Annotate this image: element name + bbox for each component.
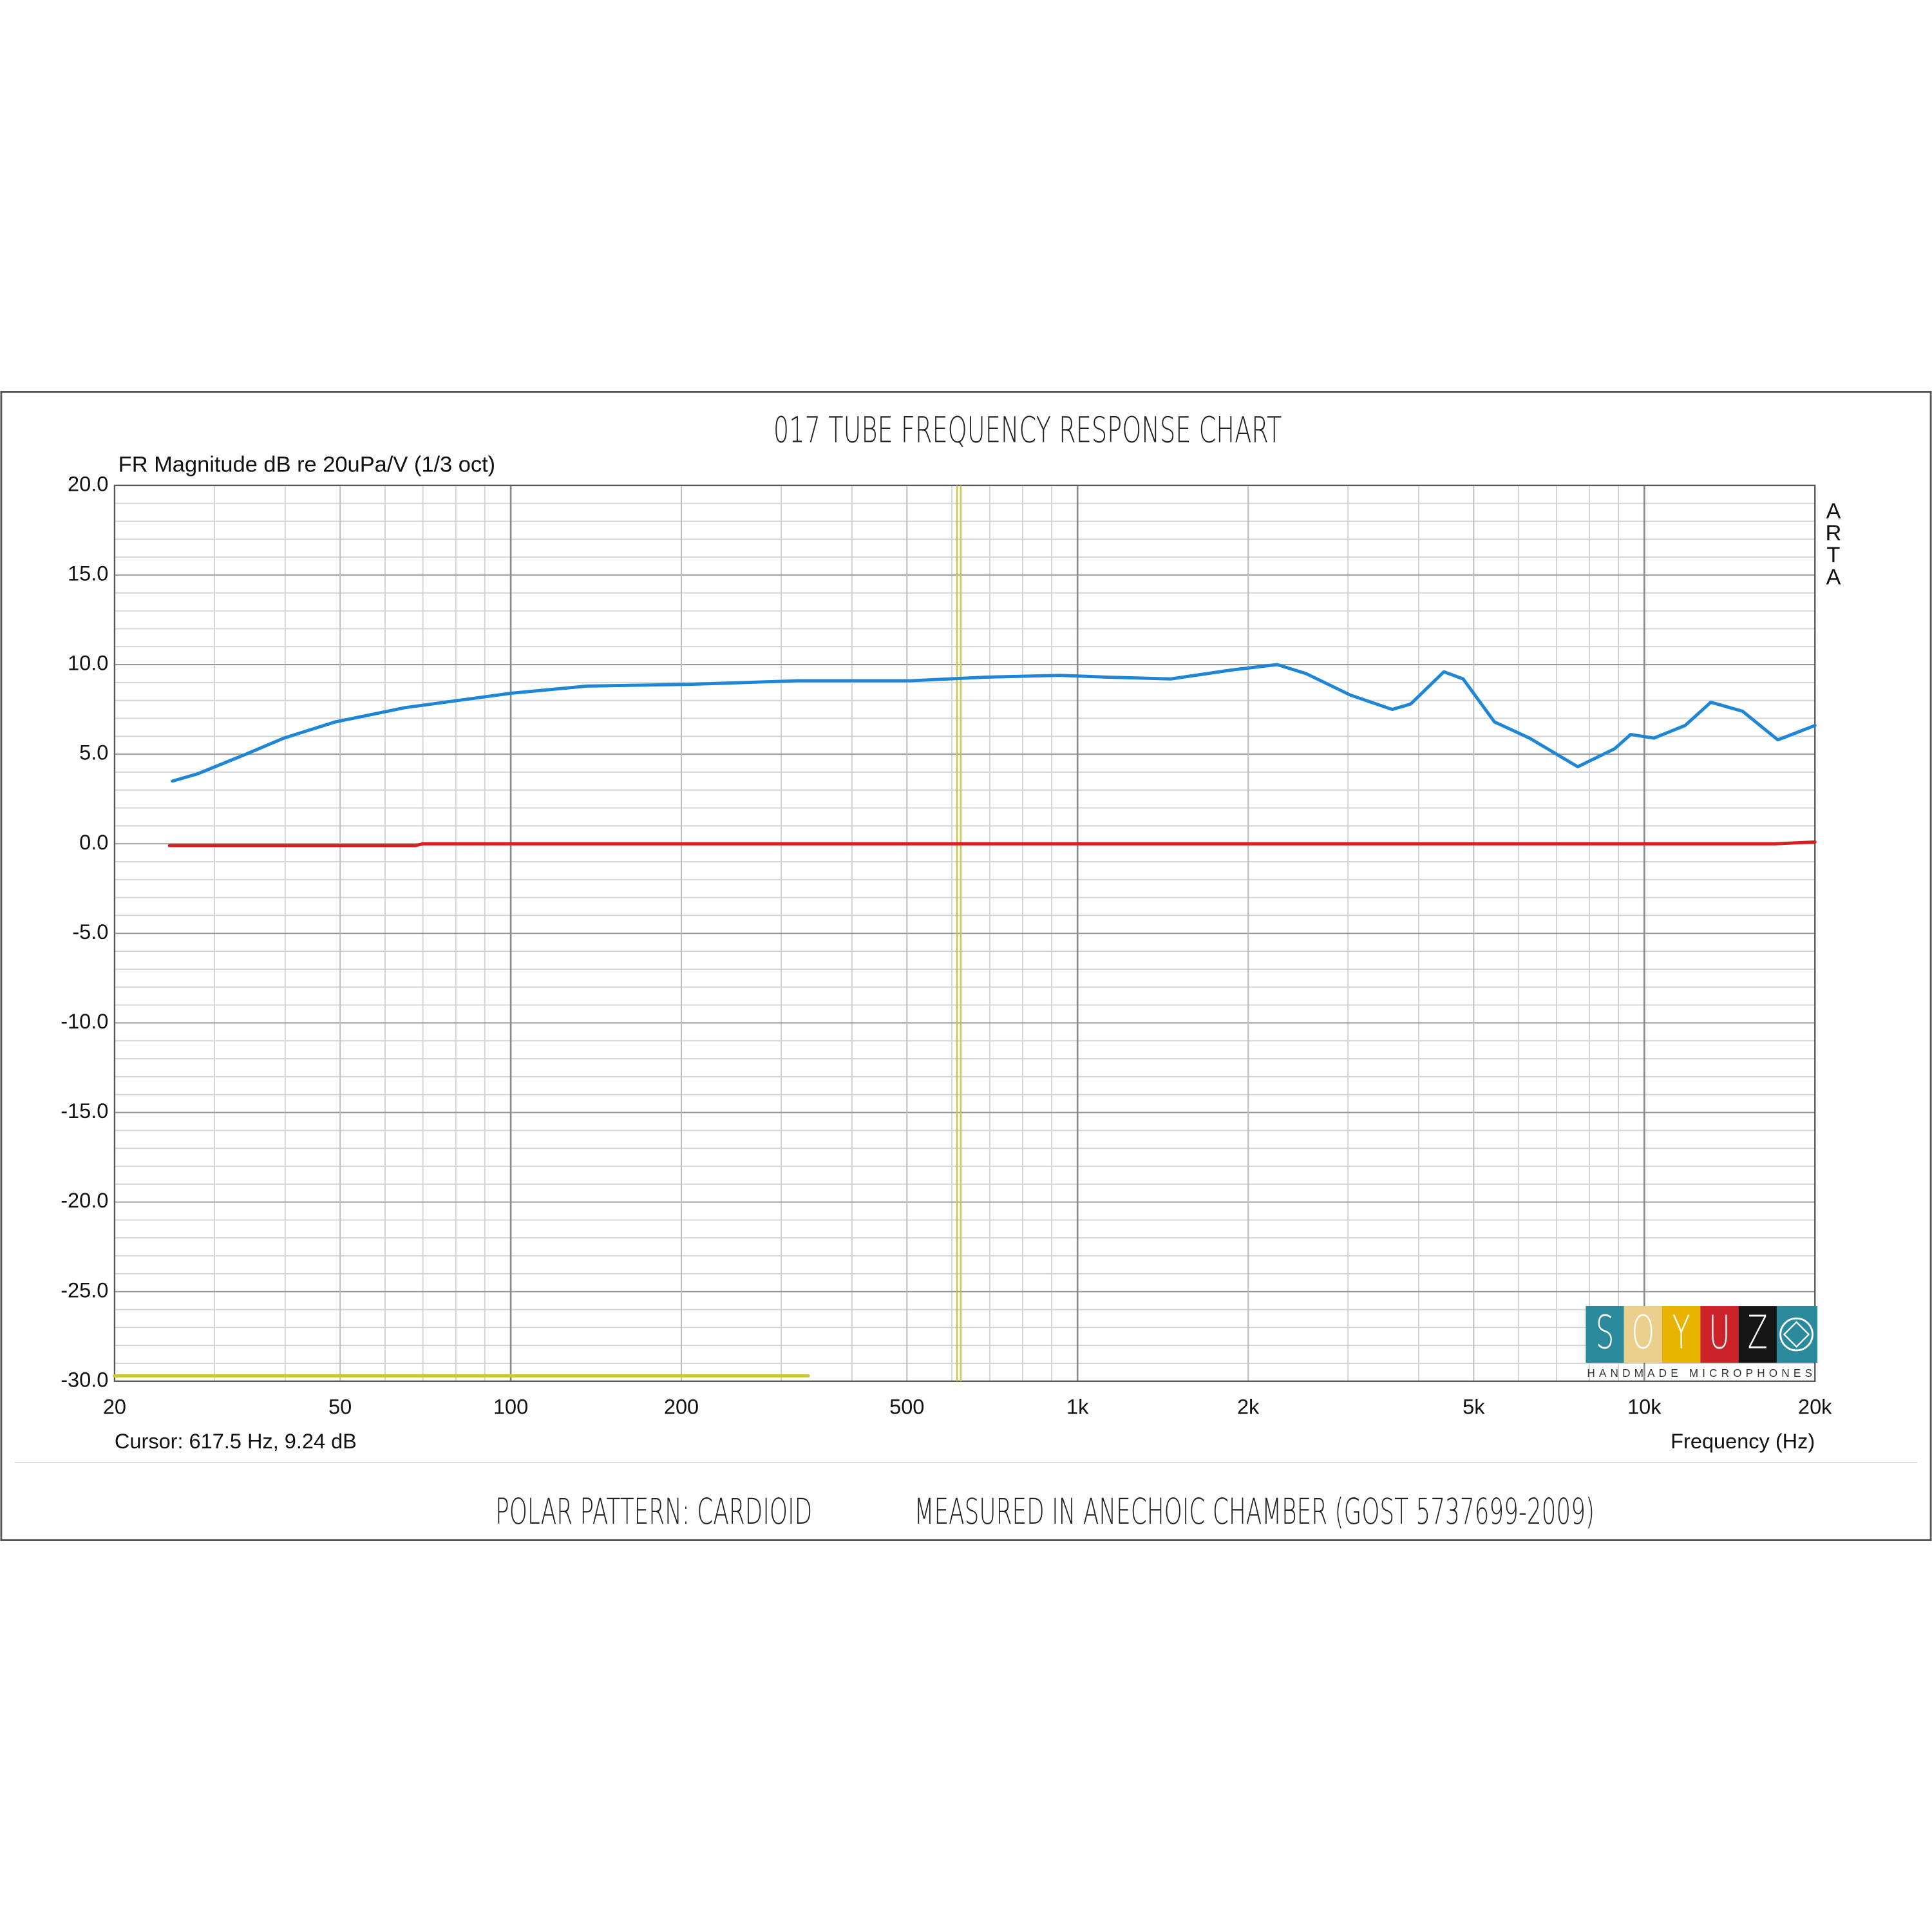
series-line <box>171 663 1817 783</box>
logo-tagline: HANDMADE MICROPHONES <box>1587 1367 1816 1379</box>
y-tick-label: -5.0 <box>72 920 108 943</box>
cursor-label: Cursor: 617.5 Hz, 9.24 dB <box>115 1430 357 1453</box>
x-tick-label: 2k <box>1237 1395 1260 1418</box>
logo-letter: U <box>1709 1306 1730 1360</box>
x-tick-label: 20 <box>103 1395 126 1418</box>
y-tick-label: 0.0 <box>79 831 108 854</box>
logo-block <box>1662 1306 1701 1363</box>
y-tick-label: 10.0 <box>68 652 108 675</box>
logo-letter: O <box>1631 1306 1654 1360</box>
footer-right: MEASURED IN ANECHOIC CHAMBER (GOST 57376… <box>914 1491 1595 1532</box>
y-tick-label: -20.0 <box>61 1189 108 1212</box>
y-tick-label: -10.0 <box>61 1010 108 1033</box>
logo-block <box>1738 1306 1777 1363</box>
x-tick-label: 20k <box>1798 1395 1832 1418</box>
logo-block <box>1624 1306 1662 1363</box>
y-tick-label: -25.0 <box>61 1278 108 1302</box>
chart-title: 017 TUBE FREQUENCY RESPONSE CHART <box>773 410 1282 451</box>
logo-block <box>1700 1306 1739 1363</box>
x-axis-label: Frequency (Hz) <box>1671 1430 1815 1453</box>
logo-emblem <box>1776 1306 1818 1363</box>
x-tick-label: 5k <box>1463 1395 1485 1418</box>
plot-border <box>113 484 1816 1382</box>
logo-block <box>1586 1306 1624 1363</box>
y-tick-label: 5.0 <box>79 741 108 764</box>
y-tick-label: 15.0 <box>68 562 108 585</box>
footer-left: POLAR PATTERN: CARDIOID <box>495 1491 812 1532</box>
logo-letter: S <box>1596 1306 1615 1360</box>
x-tick-label: 500 <box>889 1395 924 1418</box>
logo-emblem-ring <box>1779 1317 1814 1352</box>
plot-area: 20.0 15.0 10.0 5.0 0.0 -5.0 -10.0 -15.0 -20.0 -25… <box>61 472 1832 1418</box>
y-axis-label: FR Magnitude dB re 20uPa/V (1/3 oct) <box>118 452 495 477</box>
watermark: ARTA <box>1821 499 1846 587</box>
x-tick-label: 50 <box>328 1395 352 1418</box>
logo-emblem-mark <box>1783 1321 1810 1348</box>
y-tick-label: 20.0 <box>68 472 108 495</box>
y-tick-label: -30.0 <box>61 1368 108 1391</box>
x-tick-label: 200 <box>664 1395 699 1418</box>
logo-letter: Y <box>1672 1306 1690 1360</box>
logo-letter: Z <box>1748 1306 1768 1360</box>
x-tick-label: 10k <box>1627 1395 1662 1418</box>
y-tick-label: -15.0 <box>61 1099 108 1122</box>
series-line <box>167 840 1817 848</box>
x-tick-label: 1k <box>1066 1395 1089 1418</box>
x-tick-label: 100 <box>493 1395 528 1418</box>
